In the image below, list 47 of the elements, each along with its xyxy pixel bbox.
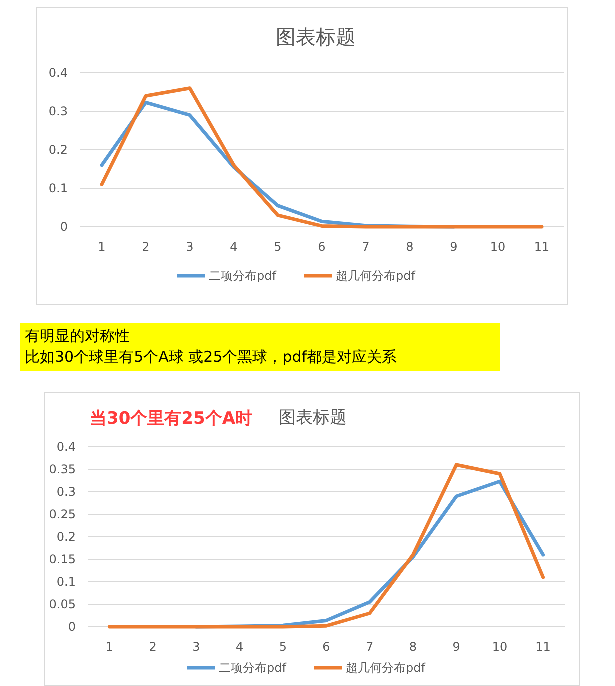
x-tick-label: 3 [186, 240, 194, 254]
x-tick-label: 5 [279, 640, 287, 654]
y-tick-label: 0.3 [48, 104, 68, 118]
y-tick-label: 0.35 [49, 462, 76, 476]
y-tick-label: 0.3 [56, 485, 76, 499]
line-series [100, 86, 544, 229]
x-tick-label: 7 [366, 640, 374, 654]
x-tick-label: 10 [492, 640, 508, 654]
y-tick-label: 0 [60, 220, 68, 234]
x-tick-label: 1 [106, 640, 114, 654]
x-tick-label: 9 [452, 640, 460, 654]
legend-label: 超几何分布pdf [346, 661, 426, 675]
x-tick-label: 1 [98, 240, 106, 254]
y-tick-label: 0.2 [48, 143, 68, 157]
legend-label: 二项分布pdf [209, 269, 278, 283]
y-tick-label: 0 [68, 620, 76, 634]
x-tick-label: 5 [274, 240, 282, 254]
chart-title: 图表标题 [279, 408, 347, 428]
x-tick-label: 8 [406, 240, 414, 254]
text: 比如30个球里有5个A球 或25个黑球，pdf都是对应关系 [25, 348, 398, 366]
x-tick-label: 4 [230, 240, 238, 254]
line-series [108, 463, 546, 629]
x-tick-label: 11 [536, 640, 551, 654]
text: 当30个里有25个A时 [90, 409, 252, 429]
y-tick-label: 0.25 [49, 508, 76, 522]
legend-label: 超几何分布pdf [336, 269, 416, 283]
x-tick-label: 4 [236, 640, 244, 654]
text: 有明显的对称性 [25, 327, 130, 345]
x-tick-label: 8 [409, 640, 418, 654]
legend-label: 二项分布pdf [219, 661, 288, 675]
x-tick-label: 10 [490, 240, 506, 254]
x-tick-label: 6 [318, 240, 326, 254]
y-tick-label: 0.4 [48, 66, 68, 80]
y-tick-label: 0.4 [56, 440, 76, 454]
x-tick-label: 7 [362, 240, 370, 254]
chart-title: 图表标题 [276, 25, 356, 49]
x-tick-label: 2 [149, 640, 157, 654]
x-tick-label: 6 [322, 640, 330, 654]
y-tick-label: 0.2 [56, 530, 76, 544]
y-tick-label: 0.15 [49, 552, 76, 566]
x-tick-label: 3 [192, 640, 200, 654]
x-tick-label: 9 [450, 240, 458, 254]
y-tick-label: 0.1 [48, 182, 68, 196]
x-tick-label: 11 [534, 240, 550, 254]
x-tick-label: 2 [142, 240, 150, 254]
y-tick-label: 0.1 [56, 575, 76, 589]
y-tick-label: 0.05 [49, 598, 76, 612]
